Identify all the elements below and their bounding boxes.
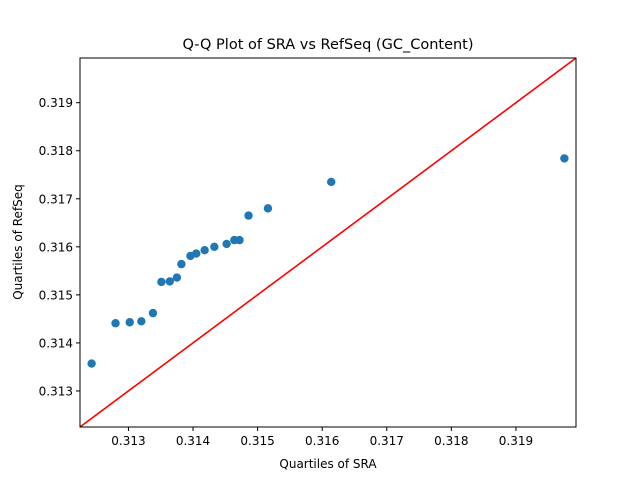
axes: 0.313 0.314 0.315 0.316 0.317 0.318 0.319 0.313… [39,57,577,448]
data-point [327,177,336,187]
data-point [165,277,174,286]
y-tick-label: 0.313 [39,384,73,398]
y-tick-label: 0.317 [39,192,73,206]
data-point [560,154,569,163]
x-tick-label: 0.315 [240,434,274,448]
axes-frame [79,57,577,428]
data-point [177,259,186,269]
data-point [192,249,201,258]
y-tick-label: 0.314 [39,336,73,350]
y-tick-label: 0.319 [39,96,73,110]
data-point [111,319,120,328]
data-point [263,204,273,213]
data-point [222,239,231,249]
x-tick-label: 0.318 [434,434,468,448]
x-tick-label: 0.313 [111,434,145,448]
x-tick-label: 0.316 [305,434,339,448]
x-tick-label: 0.319 [499,434,533,448]
plot-content [80,58,576,427]
chart-title: Q-Q Plot of SRA vs RefSeq (GC_Content) [182,37,473,53]
data-point [125,318,134,327]
x-tick-label: 0.314 [176,434,210,448]
data-point [244,211,253,220]
y-tick-label: 0.315 [39,288,73,302]
y-axis-label: Quartiles of RefSeq [11,184,25,300]
y-tick-label: 0.318 [39,144,73,158]
plot-area [80,58,576,427]
data-point [137,317,146,326]
x-tick-label: 0.317 [370,434,404,448]
y-tick-label: 0.316 [39,240,73,254]
data-point [210,242,219,252]
reference-line [80,58,576,427]
data-point [87,359,96,368]
data-point [172,273,182,282]
data-point [235,235,244,245]
data-point [148,308,158,318]
x-axis-label: Quartiles of SRA [279,457,377,471]
data-point [200,245,209,255]
data-point [157,277,166,287]
